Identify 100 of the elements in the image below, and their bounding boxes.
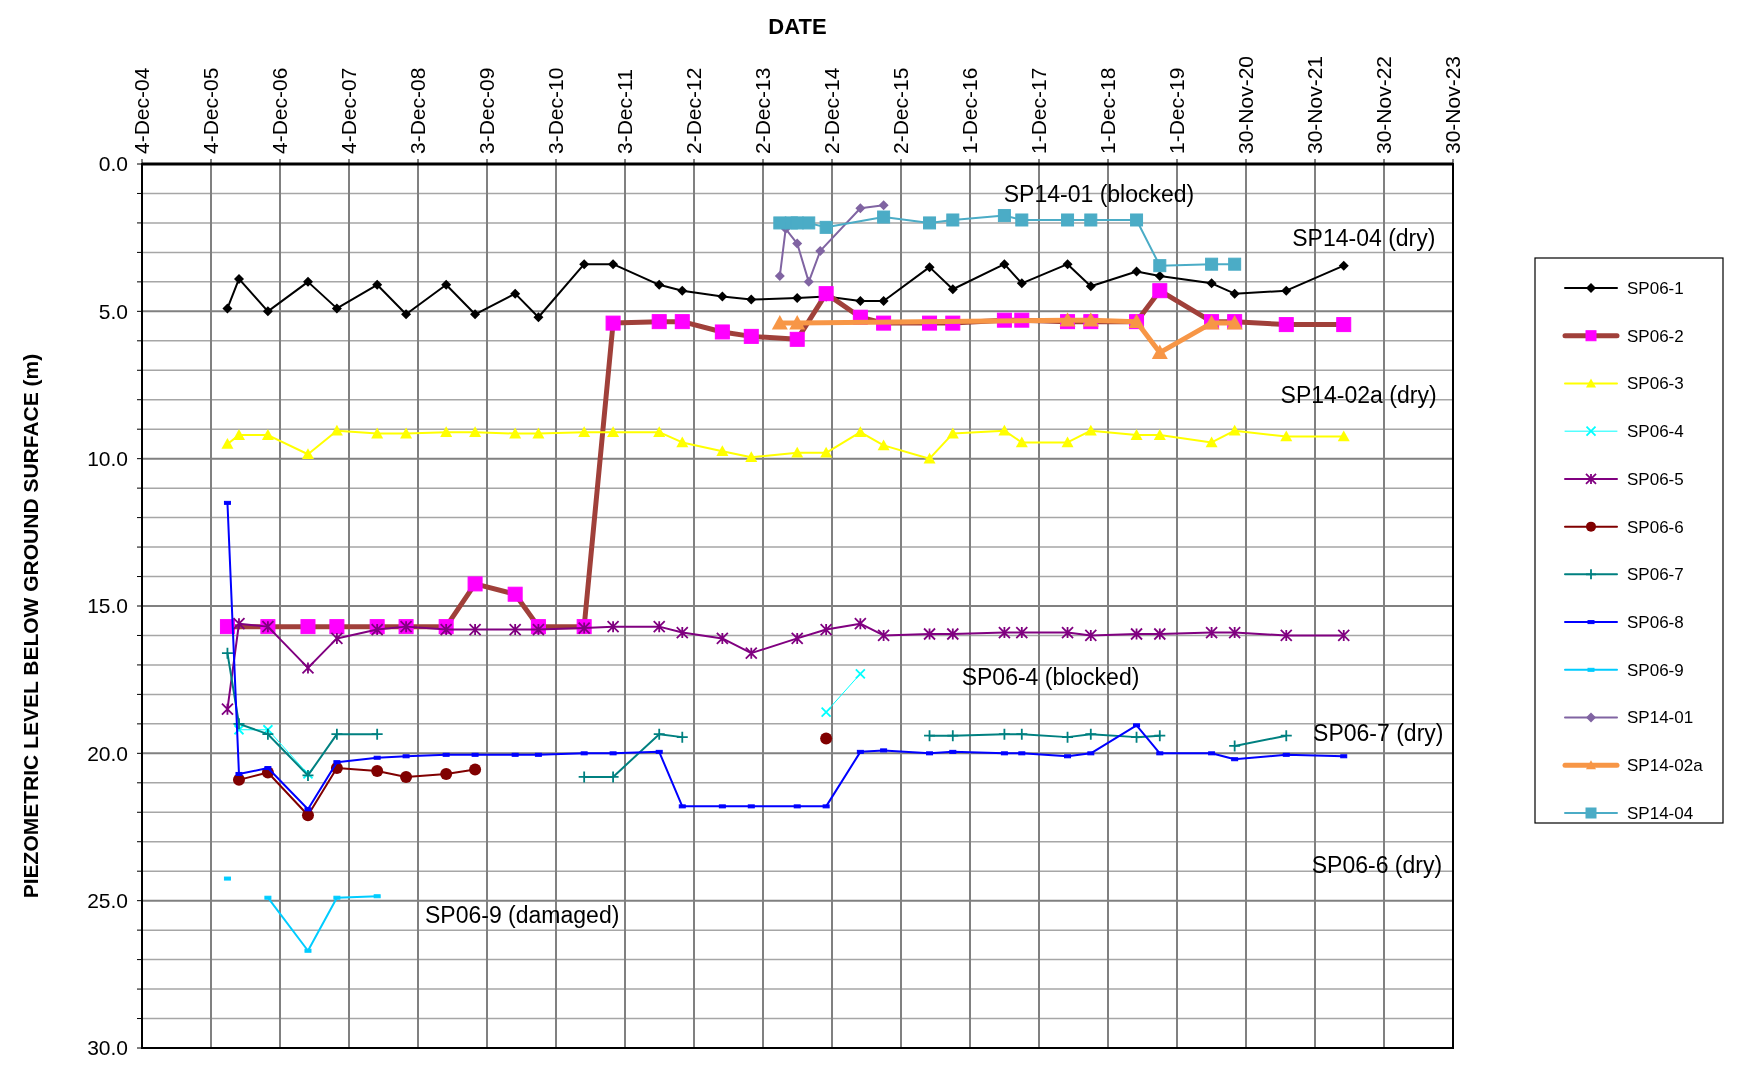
y-tick-label: 15.0 <box>87 594 128 618</box>
point <box>789 315 806 330</box>
x-tick-label: 1-Dec-17 <box>1027 67 1051 154</box>
point <box>820 446 833 458</box>
annotation: SP06-7 (dry) <box>1313 720 1444 747</box>
point <box>652 620 666 634</box>
point <box>946 627 960 641</box>
x-tick-label: 1-Dec-18 <box>1096 67 1120 154</box>
legend-label: SP14-01 <box>1627 708 1694 728</box>
point <box>855 296 866 307</box>
point <box>1205 436 1218 448</box>
point <box>1228 626 1242 639</box>
point <box>1061 626 1074 639</box>
point <box>855 203 866 214</box>
point <box>1131 266 1142 277</box>
x-tick-label: 1-Dec-19 <box>1165 67 1189 154</box>
point <box>1279 629 1293 642</box>
point <box>789 331 805 347</box>
point <box>716 445 729 457</box>
point <box>468 623 482 636</box>
x-tick-label: 30-Nov-21 <box>1303 55 1327 154</box>
point <box>792 293 803 304</box>
point <box>923 627 936 641</box>
point <box>1153 729 1167 743</box>
point <box>467 576 483 592</box>
point <box>652 727 666 741</box>
point <box>745 451 758 462</box>
point <box>330 632 344 645</box>
x-axis-title: DATE <box>768 14 827 39</box>
point <box>1062 259 1073 270</box>
point <box>579 259 590 270</box>
annotation: SP14-04 (dry) <box>1292 225 1436 252</box>
point <box>675 730 689 744</box>
point <box>1228 739 1242 753</box>
point <box>1130 429 1143 440</box>
point <box>674 314 690 330</box>
y-tick-label: 20.0 <box>87 741 128 765</box>
point <box>370 727 384 741</box>
y-axis-title: PIEZOMETRIC LEVEL BELOW GROUND SURFACE (m) <box>19 353 42 899</box>
point <box>791 446 804 458</box>
x-tick-label: 30-Nov-22 <box>1372 55 1396 154</box>
point <box>300 619 316 635</box>
point <box>877 210 891 224</box>
point <box>853 617 867 631</box>
legend-label: SP06-8 <box>1627 613 1684 633</box>
y-tick-label: 0.0 <box>98 152 128 176</box>
point <box>854 426 867 437</box>
point <box>878 200 889 211</box>
point <box>1084 629 1098 642</box>
point <box>1015 626 1029 639</box>
point <box>744 646 758 660</box>
point <box>1205 257 1219 271</box>
x-tick-label: 3-Dec-10 <box>544 67 568 154</box>
point <box>532 427 545 439</box>
point <box>790 632 804 645</box>
point <box>1085 281 1096 292</box>
point <box>441 279 452 290</box>
point <box>1279 729 1293 743</box>
point <box>923 729 936 743</box>
point <box>440 426 453 437</box>
point <box>1153 429 1166 440</box>
point <box>877 439 890 451</box>
x-tick-label: 3-Dec-08 <box>406 67 430 154</box>
point <box>1228 257 1242 271</box>
point <box>714 324 730 340</box>
legend-label: SP06-7 <box>1627 565 1684 585</box>
point <box>743 328 759 344</box>
x-tick-label: 2-Dec-13 <box>751 67 775 154</box>
point <box>301 661 315 675</box>
point <box>792 238 803 249</box>
point <box>1154 270 1165 281</box>
y-tick-label: 10.0 <box>87 447 128 471</box>
x-tick-label: 2-Dec-15 <box>889 67 913 154</box>
point <box>532 623 545 636</box>
point <box>401 309 412 320</box>
y-tick-label: 25.0 <box>87 889 128 913</box>
point <box>1130 627 1143 641</box>
legend-label: SP06-1 <box>1627 278 1684 298</box>
point <box>1061 730 1074 744</box>
legend-label: SP06-3 <box>1627 374 1684 394</box>
point <box>1061 436 1074 448</box>
point <box>947 284 958 295</box>
point <box>507 586 523 602</box>
point <box>1153 627 1167 641</box>
annotation: SP06-4 (blocked) <box>961 663 1140 690</box>
point <box>773 216 787 230</box>
point <box>469 426 482 437</box>
point <box>372 279 383 290</box>
point <box>998 626 1011 639</box>
point <box>1337 629 1351 642</box>
point <box>1281 285 1292 296</box>
point <box>774 270 785 281</box>
point <box>802 216 816 230</box>
x-tick-label: 3-Dec-11 <box>613 69 637 154</box>
x-tick-label: 30-Nov-20 <box>1234 55 1258 154</box>
point <box>877 629 891 642</box>
point <box>510 288 521 299</box>
point <box>508 623 522 636</box>
point <box>606 620 620 634</box>
point <box>261 429 274 440</box>
